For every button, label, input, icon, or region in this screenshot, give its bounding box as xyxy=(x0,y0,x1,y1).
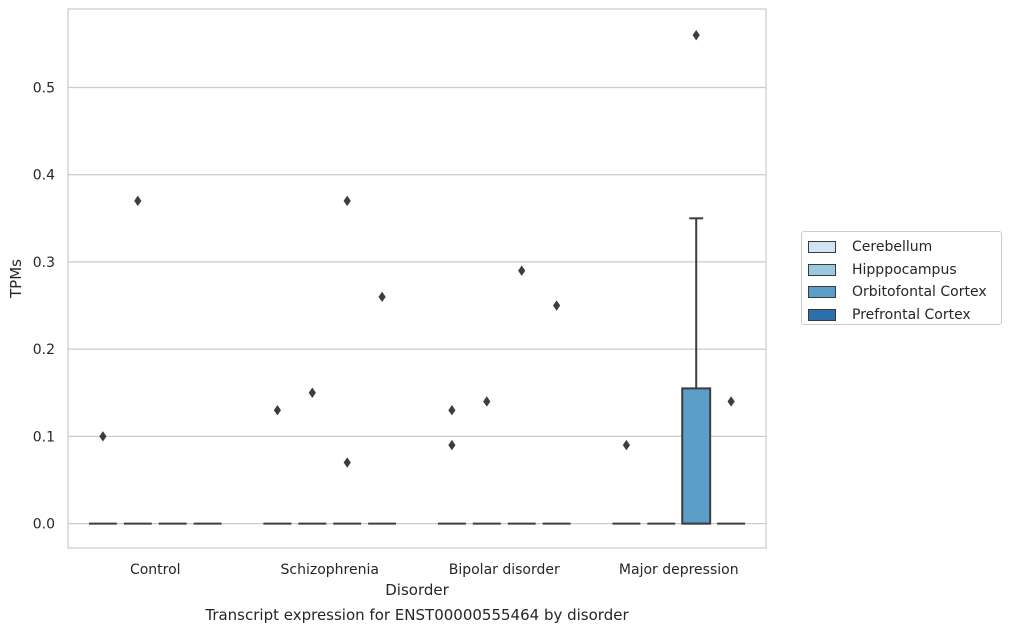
outlier-point xyxy=(448,404,456,416)
x-tick-label: Bipolar disorder xyxy=(449,562,560,578)
plot-frame xyxy=(67,8,767,549)
legend-item-cerebellum: Cerebellum xyxy=(808,236,1001,259)
outlier-point xyxy=(483,396,491,407)
y-tick-label: 0.3 xyxy=(33,255,55,271)
y-tick-label: 0.2 xyxy=(33,342,55,358)
outlier-point xyxy=(99,431,107,442)
x-axis-title: Disorder xyxy=(385,581,449,599)
legend-swatch xyxy=(808,308,836,321)
outlier-point xyxy=(378,291,386,303)
legend-item-prefrontal-cortex: Prefrontal Cortex xyxy=(808,304,1001,327)
boxes xyxy=(88,217,746,525)
legend-swatch xyxy=(808,286,836,299)
legend-item-orbitofrontal-cortex: Orbitofontal Cortex xyxy=(808,281,1001,304)
legend-label: Prefrontal Cortex xyxy=(852,306,971,323)
y-tick-label: 0.1 xyxy=(33,429,55,445)
outlier-point xyxy=(273,404,281,416)
outlier-point xyxy=(518,265,526,276)
y-tick-label: 0.0 xyxy=(33,517,55,533)
x-tick-label: Control xyxy=(130,562,181,578)
outlier-point xyxy=(692,29,700,41)
y-axis-title: TPMs xyxy=(7,259,25,299)
legend-item-hippocampus: Hipppocampus xyxy=(808,259,1001,282)
chart-caption: Transcript expression for ENST0000055546… xyxy=(205,606,629,624)
box-orbitofontal-cortex xyxy=(681,217,712,525)
legend: Cerebellum Hipppocampus Orbitofontal Cor… xyxy=(801,231,1002,325)
outlier-point xyxy=(134,195,142,207)
outlier-point xyxy=(343,195,351,207)
y-tick-labels: 0.0 0.1 0.2 0.3 0.4 0.5 xyxy=(33,80,55,532)
y-tick-label: 0.5 xyxy=(33,80,55,96)
legend-swatch xyxy=(808,241,836,254)
outlier-point xyxy=(308,387,316,398)
y-tick-label: 0.4 xyxy=(33,168,55,184)
x-tick-labels: Control Schizophrenia Bipolar disorder Majo… xyxy=(130,562,739,578)
gridlines xyxy=(68,86,766,525)
outliers xyxy=(99,29,735,468)
legend-label: Orbitofontal Cortex xyxy=(852,284,987,301)
outlier-point xyxy=(448,439,456,451)
outlier-point xyxy=(727,396,735,407)
x-tick-label: Schizophrenia xyxy=(281,562,379,578)
box-body xyxy=(681,387,712,525)
outlier-point xyxy=(343,457,351,468)
legend-swatch xyxy=(808,263,836,276)
x-tick-label: Major depression xyxy=(619,562,739,578)
legend-label: Hipppocampus xyxy=(852,261,957,278)
legend-label: Cerebellum xyxy=(852,239,933,256)
outlier-point xyxy=(553,300,561,311)
outlier-point xyxy=(622,439,630,451)
